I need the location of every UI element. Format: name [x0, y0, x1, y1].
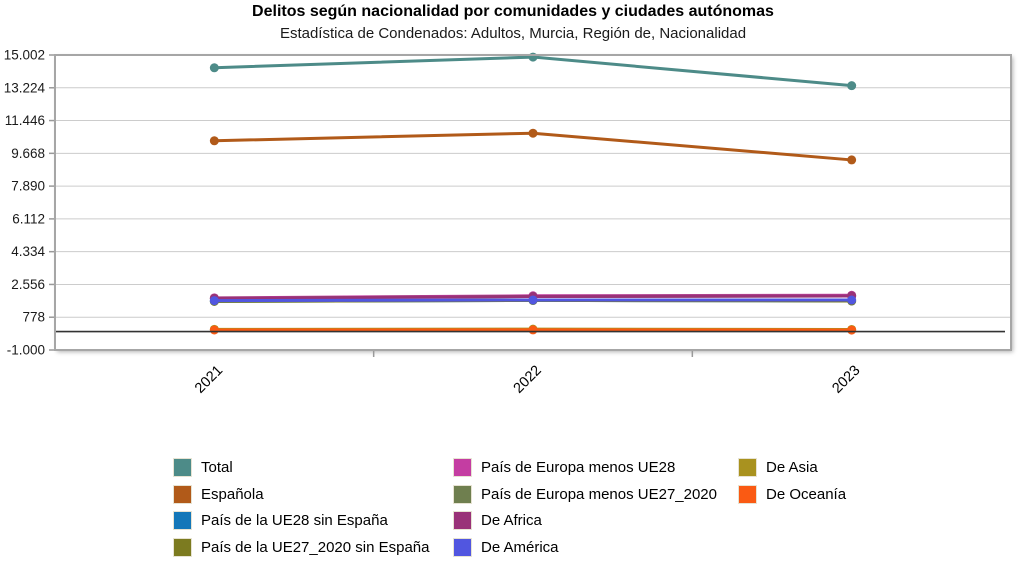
- legend-item-pais-de-la-ue27-2020-sin-espana[interactable]: País de la UE27_2020 sin España: [173, 537, 430, 557]
- legend-item-de-asia[interactable]: De Asia: [738, 458, 846, 477]
- legend-label: País de Europa menos UE28: [481, 459, 676, 476]
- y-axis-label: 778: [22, 310, 45, 325]
- x-axis-label-2022: 2022: [511, 363, 545, 397]
- legend-swatch-pais-de-la-ue28-sin-espana: [173, 511, 192, 530]
- legend-swatch-de-america: [453, 537, 472, 557]
- data-point-total-2021[interactable]: [209, 63, 219, 73]
- data-point-espanola-2023[interactable]: [847, 155, 857, 165]
- legend-swatch-total: [173, 458, 192, 477]
- legend-column-2: País de Europa menos UE28 País de Europa …: [453, 458, 717, 557]
- legend-label: De Africa: [481, 512, 542, 529]
- legend-label: De Asia: [766, 459, 818, 476]
- y-axis-label: -1.000: [7, 343, 45, 358]
- data-point-espanola-2021[interactable]: [209, 136, 219, 146]
- legend-label: De Oceanía: [766, 485, 847, 503]
- data-point-de-america-2023[interactable]: [847, 295, 857, 305]
- legend-item-total[interactable]: Total: [173, 458, 430, 477]
- y-axis-label: 13.224: [4, 80, 46, 95]
- legend-item-de-oceania[interactable]: De Oceanía: [738, 484, 847, 504]
- chart-title: Delitos según nacionalidad por comunidad…: [252, 3, 774, 20]
- legend-item-espanola[interactable]: Española: [173, 484, 430, 504]
- data-point-total-2023[interactable]: [847, 81, 857, 91]
- data-point-de-oceania-2022[interactable]: [528, 325, 538, 335]
- legend-swatch-espanola: [173, 484, 192, 504]
- legend-label: País de la UE27_2020 sin España: [201, 538, 430, 556]
- data-point-de-oceania-2021[interactable]: [209, 325, 219, 335]
- legend-swatch-de-asia: [738, 458, 757, 477]
- data-point-de-america-2022[interactable]: [528, 295, 538, 305]
- data-point-espanola-2022[interactable]: [528, 128, 538, 138]
- legend-item-pais-de-europa-menos-ue27-2020[interactable]: País de Europa menos UE27_2020: [453, 484, 717, 504]
- legend-label: De América: [481, 538, 559, 556]
- data-point-de-america-2021[interactable]: [209, 296, 219, 306]
- legend-column-1: Total Española País de la UE28 sin España P…: [173, 458, 430, 557]
- legend-item-de-africa[interactable]: De Africa: [453, 511, 717, 530]
- legend-label: Total: [201, 459, 233, 476]
- legend-column-3: De Asia De Oceanía: [738, 458, 846, 504]
- y-axis-label: 9.668: [11, 146, 45, 161]
- data-point-de-oceania-2023[interactable]: [847, 325, 857, 335]
- legend-item-pais-de-la-ue28-sin-espana[interactable]: País de la UE28 sin España: [173, 511, 430, 530]
- y-axis-label: 15.002: [4, 48, 45, 63]
- legend-item-de-america[interactable]: De América: [453, 537, 717, 557]
- legend-swatch-pais-de-europa-menos-ue28: [453, 458, 472, 477]
- legend-item-pais-de-europa-menos-ue28[interactable]: País de Europa menos UE28: [453, 458, 717, 477]
- plot-area: 15.002 13.224 11.446 9.668 7.890 6.112 4.334 2.…: [4, 48, 1012, 397]
- data-point-total-2022[interactable]: [528, 52, 538, 62]
- x-axis-label-2023: 2023: [829, 363, 863, 397]
- x-axis-label-2021: 2021: [192, 363, 226, 397]
- y-axis-label: 11.446: [5, 113, 45, 128]
- legend-label: Española: [201, 485, 264, 503]
- chart-subtitle: Estadística de Condenados: Adultos, Murc…: [279, 25, 747, 42]
- legend-swatch-de-africa: [453, 511, 472, 530]
- y-axis-label: 7.890: [11, 179, 45, 194]
- y-axis-label: 6.112: [12, 211, 45, 226]
- legend: Total Española País de la UE28 sin España P…: [0, 458, 1026, 568]
- y-axis-label: 4.334: [11, 244, 45, 259]
- legend-swatch-pais-de-europa-menos-ue27-2020: [453, 484, 472, 504]
- legend-label: País de Europa menos UE27_2020: [481, 485, 717, 503]
- y-axis-label: 2.556: [11, 277, 45, 292]
- plot-frame: [54, 54, 1012, 351]
- legend-swatch-de-oceania: [738, 484, 757, 504]
- plot-background: [55, 55, 1011, 350]
- legend-label: País de la UE28 sin España: [201, 512, 388, 529]
- legend-swatch-pais-de-la-ue27-2020-sin-espana: [173, 537, 192, 557]
